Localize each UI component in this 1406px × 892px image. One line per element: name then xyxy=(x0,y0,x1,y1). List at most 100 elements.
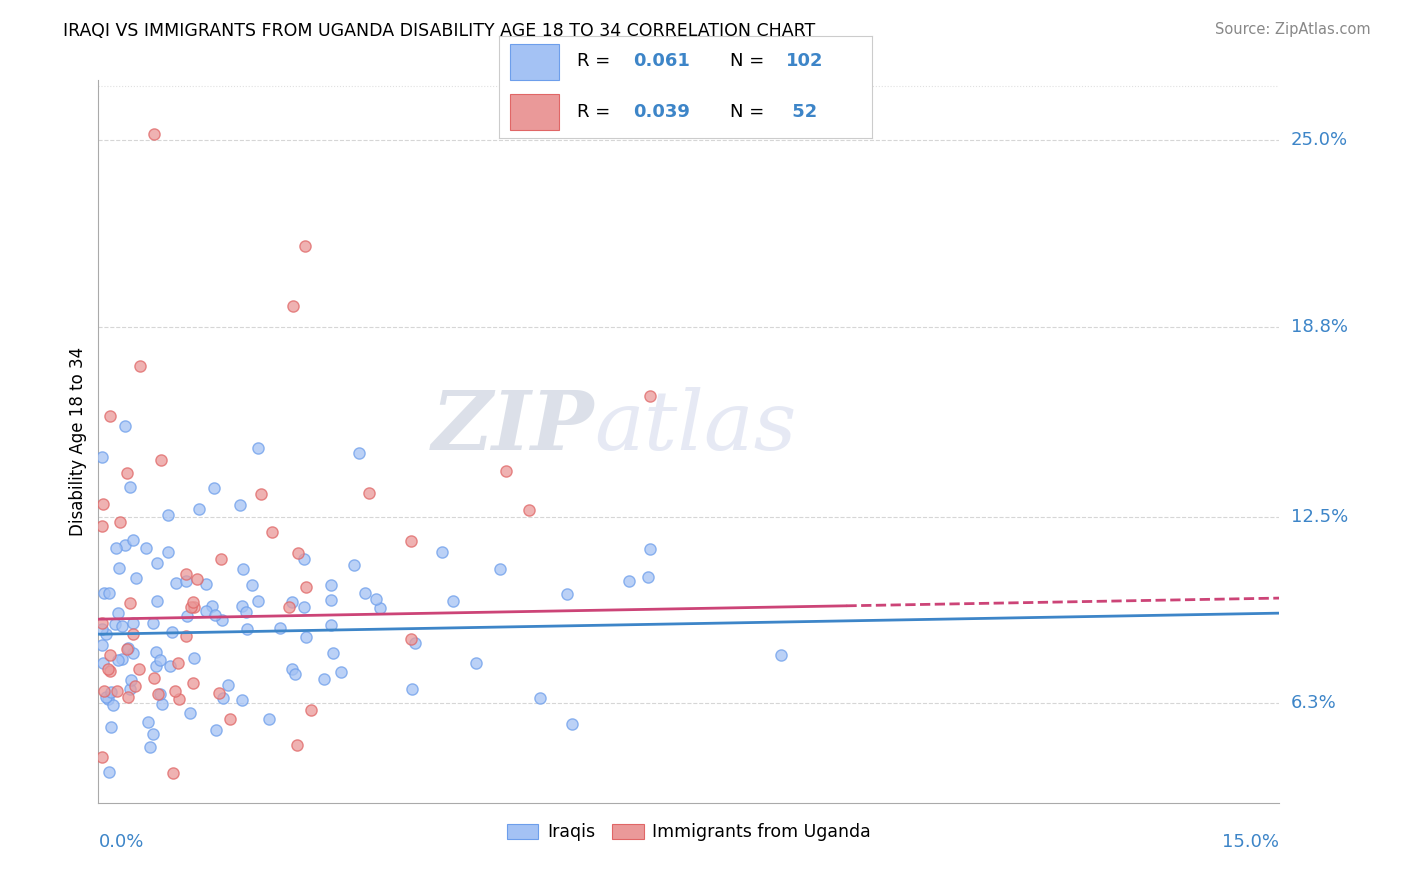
Point xyxy=(180,600,202,615)
Point xyxy=(404,636,426,650)
Point xyxy=(232,562,254,576)
Point xyxy=(122,646,145,660)
Point xyxy=(118,682,141,697)
Point xyxy=(353,586,375,600)
Point xyxy=(209,551,232,566)
Text: R =: R = xyxy=(578,103,610,120)
Point xyxy=(115,466,138,480)
Point xyxy=(441,594,464,608)
Point xyxy=(322,646,344,660)
Point xyxy=(294,630,316,644)
Point xyxy=(98,765,121,780)
Text: 0.039: 0.039 xyxy=(633,103,690,120)
Text: 25.0%: 25.0% xyxy=(1291,131,1348,150)
Point xyxy=(108,516,131,530)
Point xyxy=(120,673,142,687)
Point xyxy=(329,665,352,679)
Point xyxy=(517,503,540,517)
Point xyxy=(619,574,641,589)
Point xyxy=(91,750,114,764)
Point xyxy=(117,690,139,704)
Point xyxy=(195,577,218,591)
Point xyxy=(401,682,423,697)
Text: ZIP: ZIP xyxy=(432,387,595,467)
Point xyxy=(176,609,198,624)
Point xyxy=(342,558,364,573)
Point xyxy=(100,685,122,699)
Point xyxy=(637,569,659,583)
Point xyxy=(91,519,114,533)
Point xyxy=(194,604,217,618)
Point xyxy=(166,656,188,670)
Point xyxy=(176,629,198,643)
Point xyxy=(117,640,139,655)
Point xyxy=(111,652,134,666)
Point xyxy=(283,299,305,313)
Point xyxy=(122,615,145,630)
Text: 12.5%: 12.5% xyxy=(1291,508,1348,525)
Point xyxy=(186,572,208,586)
Point xyxy=(211,613,233,627)
Point xyxy=(240,578,263,592)
Point xyxy=(357,485,380,500)
Text: 18.8%: 18.8% xyxy=(1291,318,1347,336)
Point xyxy=(101,698,124,713)
Point xyxy=(145,645,167,659)
Point xyxy=(150,697,173,711)
Point xyxy=(204,723,226,737)
Point xyxy=(149,686,172,700)
Point xyxy=(259,713,281,727)
Point xyxy=(120,480,142,494)
Point xyxy=(121,627,143,641)
Point xyxy=(97,691,120,706)
Point xyxy=(136,714,159,729)
Point xyxy=(111,619,134,633)
Text: N =: N = xyxy=(730,53,765,70)
Point xyxy=(142,615,165,630)
Point xyxy=(249,487,271,501)
Point xyxy=(98,409,121,424)
Point xyxy=(91,622,114,636)
Point xyxy=(638,541,661,556)
Point xyxy=(142,128,165,142)
Point xyxy=(295,580,318,594)
Point xyxy=(231,693,253,707)
Text: 0.061: 0.061 xyxy=(633,53,690,70)
Point xyxy=(128,662,150,676)
Point xyxy=(107,606,129,620)
Point xyxy=(183,651,205,665)
Text: 102: 102 xyxy=(786,53,824,70)
Point xyxy=(135,541,157,555)
Point xyxy=(236,622,259,636)
Point xyxy=(159,658,181,673)
Point xyxy=(284,666,307,681)
Text: IRAQI VS IMMIGRANTS FROM UGANDA DISABILITY AGE 18 TO 34 CORRELATION CHART: IRAQI VS IMMIGRANTS FROM UGANDA DISABILI… xyxy=(63,22,815,40)
Text: N =: N = xyxy=(730,103,765,120)
Point xyxy=(465,656,488,670)
Point xyxy=(100,720,122,734)
Point xyxy=(292,600,315,615)
Bar xyxy=(510,95,558,130)
Point xyxy=(280,662,302,676)
Point xyxy=(93,497,115,511)
Point xyxy=(125,571,148,585)
Text: 0.0%: 0.0% xyxy=(98,833,143,851)
Point xyxy=(97,662,120,676)
Point xyxy=(231,599,253,613)
Point xyxy=(430,545,453,559)
Point xyxy=(146,593,169,607)
Point xyxy=(561,716,583,731)
Point xyxy=(115,641,138,656)
Point xyxy=(269,621,291,635)
Point xyxy=(146,687,169,701)
Point xyxy=(174,566,197,581)
Point xyxy=(165,576,187,591)
Point xyxy=(174,574,197,589)
Point xyxy=(229,498,252,512)
Point xyxy=(100,648,122,663)
Point xyxy=(260,525,283,540)
Point xyxy=(204,607,226,622)
Point xyxy=(202,481,225,495)
Point xyxy=(188,502,211,516)
Point xyxy=(208,686,231,700)
